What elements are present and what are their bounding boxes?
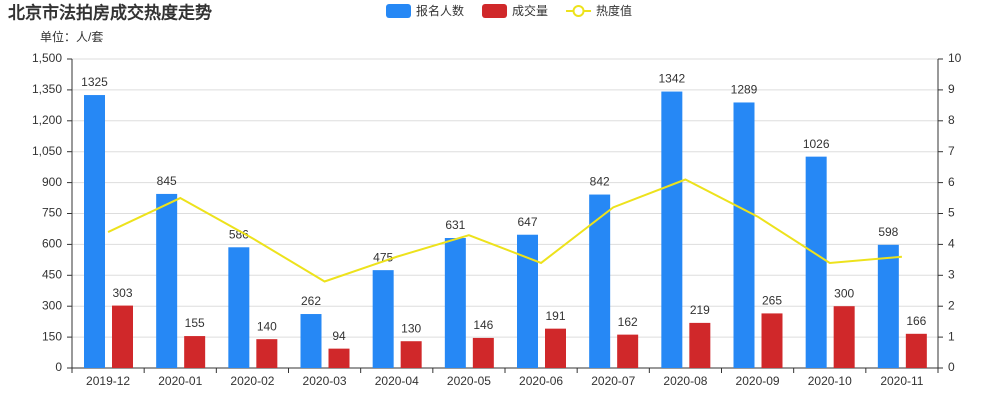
x-tick-label: 2020-01 (158, 374, 202, 388)
y-tick-label: 150 (42, 329, 62, 343)
y-tick-label: 450 (42, 267, 62, 281)
value-label: 94 (332, 329, 346, 343)
legend-label[interactable]: 报名人数 (416, 3, 464, 18)
bar (444, 238, 466, 368)
y-tick-label: 300 (42, 298, 62, 312)
bar (112, 305, 133, 368)
value-label: 1325 (81, 75, 108, 89)
y2-tick-label: 3 (948, 267, 955, 281)
y-tick-label: 1,350 (32, 82, 62, 96)
legend-swatch[interactable] (386, 4, 411, 18)
bar (833, 306, 855, 368)
value-label: 845 (157, 174, 177, 188)
value-label: 300 (834, 286, 854, 300)
y2-tick-label: 4 (948, 237, 955, 251)
x-tick-label: 2020-07 (591, 374, 635, 388)
y2-tick-label: 8 (948, 113, 955, 127)
value-label: 1342 (658, 72, 685, 86)
value-label: 1026 (803, 137, 830, 151)
x-tick-label: 2020-02 (230, 374, 274, 388)
bar (400, 341, 422, 368)
value-label: 647 (517, 215, 537, 229)
x-tick-label: 2020-11 (880, 374, 923, 388)
y-tick-label: 1,200 (32, 113, 62, 127)
bar (689, 322, 711, 368)
legend-marker (572, 5, 585, 17)
y2-tick-label: 9 (948, 82, 955, 96)
legend-label[interactable]: 成交量 (512, 3, 548, 18)
x-tick-label: 2019-12 (86, 374, 130, 388)
heat-line (107, 178, 903, 283)
bar (517, 234, 538, 368)
bar (877, 244, 899, 368)
bar (617, 334, 639, 368)
y2-tick-label: 1 (948, 329, 955, 343)
bar (733, 102, 755, 368)
bar (761, 313, 783, 368)
legend-swatch[interactable] (482, 4, 508, 18)
x-tick-label: 2020-08 (663, 374, 707, 388)
value-label: 631 (445, 218, 465, 232)
y2-tick-label: 2 (948, 298, 955, 312)
bar (905, 333, 927, 368)
value-label: 262 (301, 294, 321, 308)
x-tick-label: 2020-09 (736, 374, 780, 388)
value-label: 475 (373, 250, 393, 264)
bar (300, 314, 322, 368)
y-tick-label: 0 (55, 360, 62, 374)
bar (328, 348, 350, 368)
value-label: 598 (878, 225, 898, 239)
x-tick-label: 2020-06 (519, 374, 563, 388)
bar (372, 270, 394, 368)
y-tick-label: 1,050 (32, 144, 62, 158)
value-label: 586 (229, 227, 249, 241)
value-label: 265 (762, 294, 782, 308)
bar (472, 337, 494, 368)
value-label: 146 (473, 318, 493, 332)
y2-tick-label: 6 (948, 175, 955, 189)
x-tick-label: 2020-03 (303, 374, 347, 388)
unit-label: 单位：人/套 (40, 29, 103, 44)
bar (805, 156, 827, 368)
bar (661, 91, 683, 368)
x-tick-label: 2020-05 (447, 374, 491, 388)
y2-tick-label: 7 (948, 144, 955, 158)
value-label: 303 (112, 286, 132, 300)
value-label: 140 (257, 319, 277, 333)
y-tick-label: 750 (42, 206, 62, 220)
y2-tick-label: 10 (948, 51, 962, 65)
y-tick-label: 1,500 (32, 51, 62, 65)
value-label: 130 (401, 321, 421, 335)
x-tick-label: 2020-10 (808, 374, 852, 388)
y2-tick-label: 0 (948, 360, 955, 374)
bar (545, 328, 566, 368)
x-tick-label: 2020-04 (375, 374, 419, 388)
value-label: 1289 (731, 83, 758, 97)
value-label: 219 (690, 303, 710, 317)
bar (589, 194, 611, 368)
bar (84, 95, 105, 369)
value-label: 191 (545, 309, 565, 323)
value-label: 842 (590, 175, 610, 189)
bar (156, 193, 178, 368)
value-label: 155 (185, 316, 205, 330)
value-label: 166 (906, 314, 926, 328)
legend-label[interactable]: 热度值 (596, 3, 632, 18)
y-tick-label: 600 (42, 237, 62, 251)
y2-tick-label: 5 (948, 206, 955, 220)
bar (184, 336, 206, 368)
chart-title: 北京市法拍房成交热度走势 (8, 2, 212, 22)
y-tick-label: 900 (42, 175, 62, 189)
value-label: 162 (618, 315, 638, 329)
bar (256, 339, 278, 368)
bar (228, 247, 250, 368)
